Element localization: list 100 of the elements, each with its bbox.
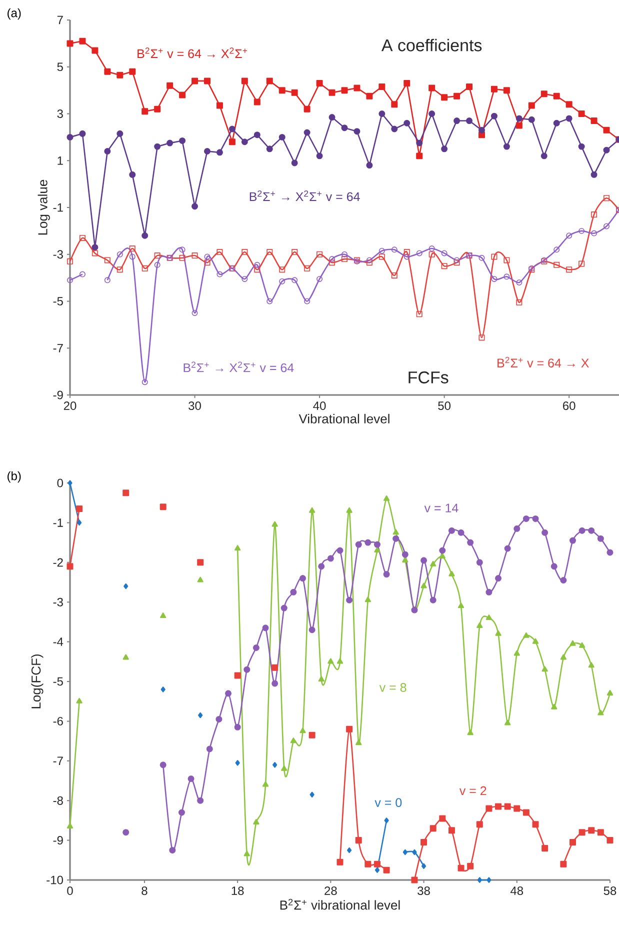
point — [244, 850, 250, 856]
point — [66, 40, 74, 47]
point — [504, 720, 511, 726]
point — [192, 203, 198, 210]
y-tick-label: 5 — [57, 62, 63, 72]
point — [364, 596, 371, 602]
point — [491, 254, 498, 260]
point — [300, 575, 306, 582]
y-tick-label: -7 — [53, 756, 63, 766]
point — [304, 106, 310, 112]
point — [116, 130, 124, 137]
point — [553, 92, 560, 100]
point — [491, 276, 498, 282]
point — [104, 257, 110, 264]
point — [197, 797, 204, 804]
point — [154, 252, 160, 259]
y-tick-label: -5 — [53, 677, 63, 686]
point — [341, 124, 348, 132]
point — [318, 563, 325, 570]
point — [291, 160, 298, 166]
point — [68, 480, 72, 486]
point — [606, 549, 614, 556]
point — [606, 690, 614, 696]
point — [560, 860, 567, 868]
point — [300, 728, 306, 734]
point — [244, 666, 250, 673]
point — [266, 78, 273, 84]
point — [216, 149, 223, 156]
point — [597, 829, 604, 836]
point — [578, 527, 586, 534]
point — [528, 102, 535, 109]
y-tick-label: 3 — [57, 110, 63, 118]
point — [254, 262, 260, 268]
point — [504, 545, 511, 552]
point — [198, 712, 203, 718]
point — [179, 254, 186, 261]
point — [355, 541, 362, 548]
point — [280, 604, 288, 612]
y-tick-label: -8 — [53, 796, 63, 805]
point — [490, 86, 498, 92]
point — [578, 143, 585, 150]
point — [346, 726, 353, 732]
point — [477, 877, 482, 883]
point — [416, 250, 422, 256]
x-tick-label: 20 — [64, 402, 76, 410]
point — [476, 821, 483, 828]
y-tick-label: -3 — [53, 250, 63, 259]
point — [478, 254, 485, 261]
point — [66, 822, 74, 828]
point — [179, 246, 186, 253]
point — [355, 837, 362, 844]
point — [374, 547, 380, 553]
point — [79, 38, 86, 44]
point — [308, 732, 316, 738]
point — [266, 249, 273, 256]
text: B$^{2}$Σ$^{+}$ → X$^{2}$Σ$^{+}$ v = 64 — [250, 190, 360, 202]
point — [316, 276, 323, 282]
y-axis-title: Log value — [38, 180, 50, 235]
point — [591, 230, 598, 236]
x-tick-label: 40 — [313, 402, 326, 410]
point — [241, 138, 248, 146]
point — [329, 260, 336, 266]
point — [304, 265, 310, 272]
point — [604, 223, 610, 230]
point — [79, 271, 86, 278]
point — [336, 547, 344, 554]
point — [454, 92, 460, 100]
point — [328, 658, 334, 664]
point — [254, 132, 260, 138]
point — [308, 507, 316, 513]
point — [316, 251, 323, 258]
point — [588, 827, 595, 834]
point — [467, 862, 474, 870]
point — [514, 805, 520, 812]
point — [560, 654, 567, 660]
point — [598, 710, 604, 716]
point — [428, 110, 436, 118]
x-tick-label: 28 — [324, 886, 337, 896]
point — [254, 266, 260, 273]
point — [192, 310, 198, 316]
y-axis-title: Log(FCF) — [31, 654, 44, 708]
point — [590, 118, 598, 124]
point — [467, 730, 474, 736]
point — [404, 80, 410, 87]
point — [416, 140, 423, 146]
point — [578, 228, 585, 234]
point — [495, 803, 502, 810]
point — [542, 666, 548, 672]
point — [188, 776, 194, 782]
series-label: v = 14 — [424, 504, 458, 512]
point — [279, 266, 286, 273]
point — [439, 547, 446, 554]
point — [383, 495, 390, 501]
point — [590, 171, 598, 178]
point — [242, 249, 248, 256]
y-tick-label: -9 — [53, 390, 63, 400]
point — [454, 260, 460, 266]
point — [412, 849, 417, 856]
text: B$^{2}$Σ$^{+}$ → X$^{2}$Σ$^{+}$ v = 64 — [184, 362, 294, 372]
point — [392, 529, 399, 535]
